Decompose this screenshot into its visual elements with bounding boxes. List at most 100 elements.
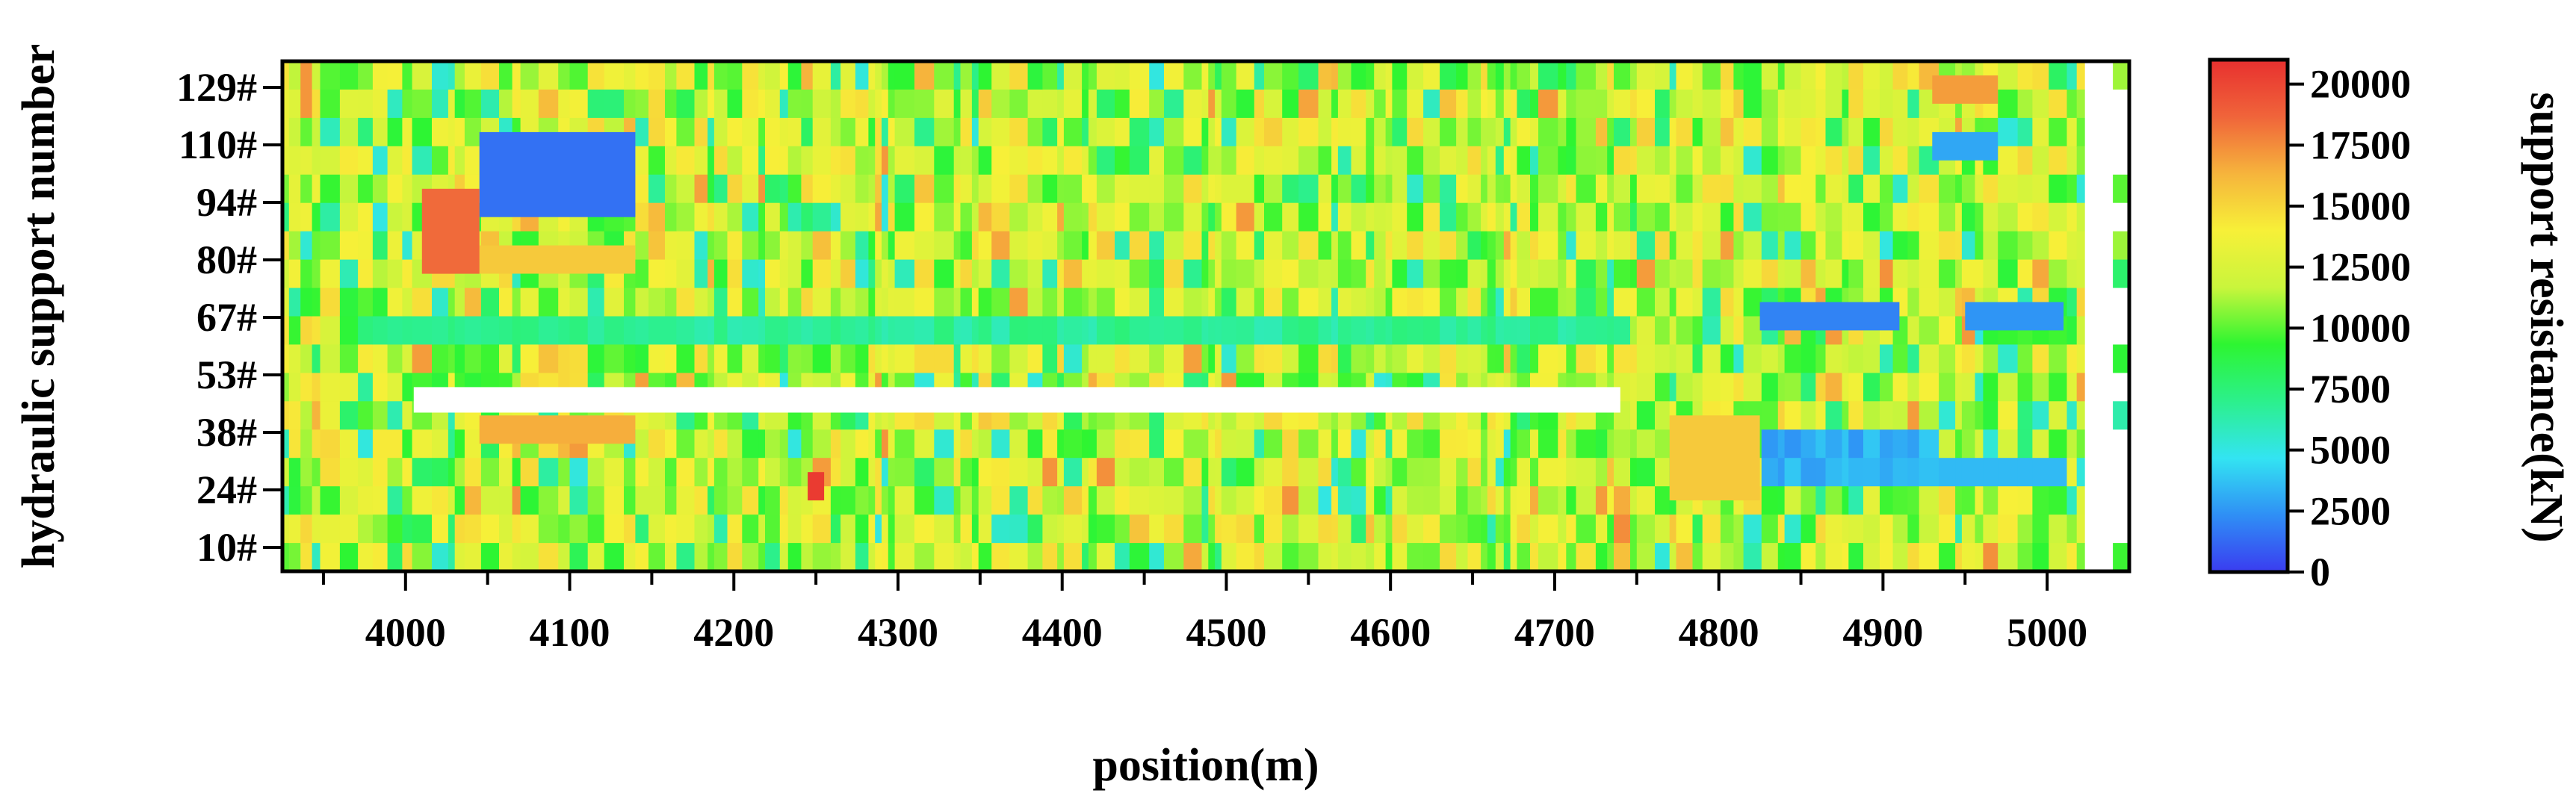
heat-cell bbox=[464, 61, 482, 90]
heat-cell bbox=[991, 458, 1011, 487]
heat-cell bbox=[801, 202, 814, 232]
heat-cell bbox=[978, 202, 993, 232]
heat-cell bbox=[1676, 373, 1694, 403]
heat-cell bbox=[875, 543, 882, 571]
heat-cell bbox=[1164, 117, 1185, 147]
heat-cell bbox=[1456, 61, 1469, 90]
heat-cell bbox=[1164, 61, 1185, 90]
heat-cell bbox=[1201, 515, 1210, 544]
heat-cell bbox=[960, 117, 973, 147]
heat-cell bbox=[991, 117, 1011, 147]
heat-cell bbox=[1392, 202, 1408, 232]
heat-cell bbox=[855, 174, 870, 204]
heat-cell bbox=[914, 231, 935, 261]
y-axis-title: hydraulic support number bbox=[13, 44, 64, 569]
heat-cell bbox=[1784, 231, 1802, 261]
heat-cell bbox=[1743, 259, 1762, 289]
heat-cell bbox=[1733, 146, 1744, 175]
heat-cell bbox=[801, 231, 814, 261]
heat-cell bbox=[934, 344, 955, 374]
heat-cell bbox=[1998, 202, 2019, 232]
heat-cell bbox=[868, 117, 876, 147]
heat-cell bbox=[312, 89, 321, 119]
heat-cell bbox=[339, 316, 359, 346]
heat-cell bbox=[1440, 231, 1457, 261]
heat-cell bbox=[1009, 316, 1029, 346]
heat-cell bbox=[1149, 458, 1165, 487]
heat-cell bbox=[665, 543, 678, 571]
heat-cell bbox=[1636, 401, 1656, 430]
heat-cell bbox=[765, 458, 781, 487]
heat-cell bbox=[779, 174, 789, 204]
heat-cell bbox=[480, 316, 500, 346]
heat-cell bbox=[1481, 316, 1488, 346]
heat-cell bbox=[812, 174, 832, 204]
heat-cell bbox=[953, 344, 962, 374]
heat-cell bbox=[1595, 89, 1609, 119]
heat-cell bbox=[1236, 231, 1255, 261]
heat-cell bbox=[840, 117, 856, 147]
heat-cell bbox=[894, 117, 915, 147]
heat-cell bbox=[339, 288, 359, 317]
heat-cell bbox=[1825, 458, 1843, 487]
heat-cell bbox=[1998, 543, 2019, 571]
heat-cell bbox=[1842, 202, 1850, 232]
heat-cell bbox=[882, 515, 889, 544]
heat-cell bbox=[978, 344, 993, 374]
heat-cell bbox=[1027, 174, 1044, 204]
heat-cell bbox=[727, 458, 743, 487]
heat-cell bbox=[1777, 202, 1786, 232]
heat-cell bbox=[558, 458, 571, 487]
heat-cell bbox=[1761, 401, 1779, 430]
heat-cell bbox=[1907, 61, 1920, 90]
heat-cell bbox=[1385, 543, 1393, 571]
heat-cell bbox=[1009, 429, 1029, 459]
heat-cell bbox=[1129, 89, 1150, 119]
heat-cell bbox=[1440, 117, 1457, 147]
heat-cell bbox=[1530, 174, 1539, 204]
heat-cell bbox=[1566, 288, 1577, 317]
heat-cell bbox=[1777, 316, 1786, 346]
heat-cell bbox=[635, 316, 649, 346]
heat-cell bbox=[448, 146, 456, 175]
heat-cell bbox=[1221, 316, 1237, 346]
heat-cell bbox=[1975, 486, 1984, 515]
heat-cell bbox=[372, 515, 388, 544]
heat-cell bbox=[1254, 486, 1265, 515]
heat-cell bbox=[1880, 146, 1894, 175]
heat-cell bbox=[694, 259, 708, 289]
heat-cell bbox=[538, 89, 559, 119]
heat-cell bbox=[1630, 486, 1638, 515]
heat-cell bbox=[288, 288, 301, 317]
heat-cell bbox=[387, 486, 403, 515]
heat-cell bbox=[1115, 486, 1130, 515]
heat-cell bbox=[1027, 61, 1044, 90]
heat-cell bbox=[1164, 146, 1185, 175]
heat-cell bbox=[1082, 515, 1089, 544]
heat-cell bbox=[1385, 458, 1393, 487]
heat-cell bbox=[1208, 61, 1216, 90]
heat-cell bbox=[635, 202, 649, 232]
heat-cell bbox=[1630, 373, 1638, 403]
heat-cell bbox=[1576, 429, 1597, 459]
heat-cell bbox=[1815, 202, 1827, 232]
heat-cell bbox=[1082, 259, 1089, 289]
heat-cell bbox=[1636, 202, 1656, 232]
heat-cell bbox=[882, 174, 889, 204]
heat-cell bbox=[953, 231, 962, 261]
heat-cell bbox=[1801, 401, 1817, 430]
heat-cell bbox=[875, 146, 882, 175]
heat-cell bbox=[2032, 458, 2050, 487]
heat-cell bbox=[1487, 401, 1496, 430]
heat-cell bbox=[412, 146, 433, 175]
heat-cell bbox=[1961, 174, 1976, 204]
heat-cell bbox=[1298, 458, 1319, 487]
heat-cell bbox=[1264, 344, 1283, 374]
heat-band bbox=[808, 472, 825, 501]
heat-cell bbox=[1510, 316, 1518, 346]
heat-cell bbox=[1467, 231, 1481, 261]
heat-cell bbox=[2066, 316, 2078, 346]
heat-cell bbox=[840, 288, 856, 317]
heat-cell bbox=[499, 61, 513, 90]
